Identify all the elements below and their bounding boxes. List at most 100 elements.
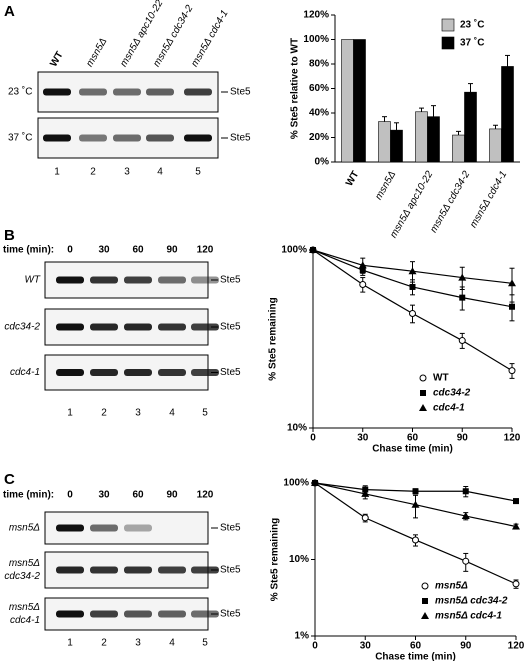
- lane-number: 3: [124, 167, 130, 178]
- time: 90: [166, 490, 178, 501]
- x-tick-label: 30: [357, 433, 369, 444]
- band-label: Ste5: [220, 523, 241, 534]
- blot-band: [158, 610, 186, 618]
- panel-label: B: [4, 227, 15, 244]
- x-tick-label: 60: [410, 641, 422, 652]
- blot-band: [184, 134, 212, 142]
- y-tick-label: 60%: [309, 83, 329, 94]
- marker: [409, 283, 416, 290]
- blot-band: [191, 566, 219, 574]
- blot-band: [113, 88, 141, 96]
- blot-band: [158, 323, 186, 331]
- bar: [452, 134, 465, 163]
- blot-band: [90, 566, 118, 574]
- bar: [378, 121, 391, 163]
- x-tick-label: 90: [457, 433, 469, 444]
- x-axis-label: Chase time (min): [372, 444, 453, 455]
- row-label: cdc4-1: [10, 367, 40, 378]
- time: 30: [98, 245, 110, 256]
- blot-band: [124, 610, 152, 618]
- y-axis-label: % Ste5 remaining: [268, 297, 279, 380]
- time: 60: [132, 245, 144, 256]
- legend-marker: [419, 404, 427, 411]
- band-label: Ste5: [220, 275, 241, 286]
- time: 120: [197, 490, 214, 501]
- blot-band: [124, 276, 152, 284]
- time-label: time (min):: [3, 490, 54, 501]
- x-tick-label: 30: [360, 641, 372, 652]
- x-tick-label: msn5Δ: [373, 169, 398, 202]
- blot-band: [90, 610, 118, 618]
- blot-band: [124, 524, 152, 532]
- marker: [412, 488, 419, 495]
- row-label: msn5Δ: [9, 523, 40, 534]
- blot-band: [90, 276, 118, 284]
- blot-band: [56, 524, 84, 532]
- lane-label: WT: [48, 50, 65, 69]
- band-label: Ste5: [230, 87, 251, 98]
- x-tick-label: 120: [508, 641, 525, 652]
- row-label: msn5Δ: [9, 558, 40, 569]
- bar: [353, 39, 366, 163]
- x-tick-label: 0: [312, 641, 318, 652]
- panel-label: C: [4, 471, 15, 488]
- y-tick-label: 100%: [303, 34, 329, 45]
- band-label: Ste5: [220, 565, 241, 576]
- legend-marker: [419, 374, 427, 382]
- lane-number: 1: [67, 638, 73, 649]
- legend-marker: [421, 582, 429, 590]
- legend-label: WT: [433, 373, 449, 384]
- blot-band: [90, 524, 118, 532]
- time: 30: [98, 490, 110, 501]
- row-label: 23 ˚C: [8, 86, 32, 98]
- blot-band: [56, 323, 84, 331]
- row-label: cdc34-2: [4, 571, 40, 582]
- bar: [341, 39, 354, 163]
- bar: [501, 66, 514, 163]
- blot-band: [158, 369, 186, 376]
- legend-marker: [420, 390, 426, 396]
- row-label: msn5Δ: [9, 602, 40, 613]
- panel-label: A: [4, 3, 15, 20]
- bar: [489, 128, 502, 163]
- lane-number: 2: [101, 408, 107, 419]
- y-tick-label: 40%: [309, 108, 329, 119]
- x-tick-label: 120: [504, 433, 521, 444]
- x-tick-label: WT: [344, 169, 361, 188]
- marker: [409, 309, 416, 317]
- blot-band: [146, 134, 174, 142]
- lane-number: 5: [195, 167, 201, 178]
- blot-band: [90, 369, 118, 376]
- row-label: 37 ˚C: [8, 132, 32, 144]
- marker: [311, 479, 319, 486]
- blot-band: [79, 134, 107, 142]
- blot-band: [79, 88, 107, 96]
- lane-number: 4: [157, 167, 163, 178]
- lane-number: 2: [90, 167, 96, 178]
- y-tick-label: 10%: [289, 554, 309, 565]
- blot-band: [124, 369, 152, 376]
- lane-number: 5: [202, 408, 208, 419]
- y-axis-label: % Ste5 remaining: [270, 518, 281, 601]
- blot-band: [43, 134, 71, 142]
- y-tick-label: 20%: [309, 132, 329, 143]
- y-tick-label: 0%: [315, 157, 330, 168]
- marker: [459, 294, 466, 301]
- blot-band: [43, 88, 71, 96]
- lane-label: msn5Δ: [84, 36, 109, 69]
- marker: [411, 500, 420, 508]
- lane-number: 1: [54, 167, 60, 178]
- marker: [412, 536, 419, 544]
- blot-band: [56, 276, 84, 284]
- band-label: Ste5: [220, 322, 241, 333]
- x-tick-label: 0: [310, 433, 316, 444]
- marker: [309, 246, 317, 253]
- blot-band: [191, 276, 219, 284]
- blot-band: [184, 88, 212, 96]
- blot-band: [146, 88, 174, 96]
- blot-band: [158, 566, 186, 574]
- x-tick-label: 90: [460, 641, 472, 652]
- legend-swatch: [441, 36, 455, 50]
- legend-marker: [421, 612, 429, 619]
